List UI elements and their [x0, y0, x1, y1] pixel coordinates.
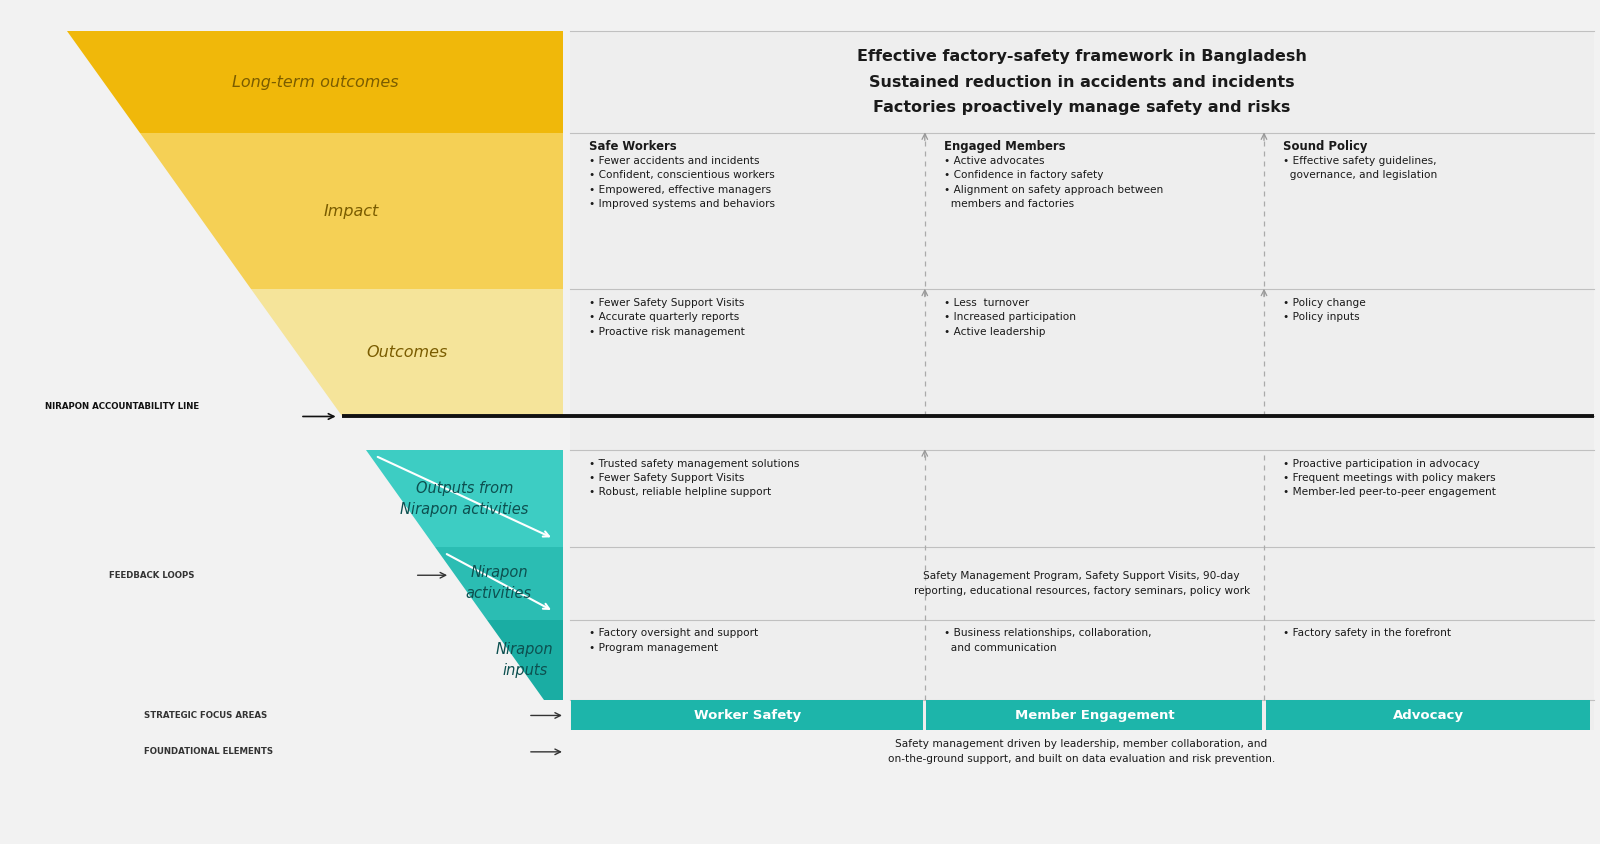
Text: • Effective safety guidelines,
  governance, and legislation: • Effective safety guidelines, governanc…	[1283, 156, 1437, 181]
Text: FOUNDATIONAL ELEMENTS: FOUNDATIONAL ELEMENTS	[144, 747, 274, 756]
Bar	[926, 701, 1262, 730]
Text: • Less  turnover
• Increased participation
• Active leadership: • Less turnover • Increased participatio…	[944, 298, 1075, 337]
Text: Safe Workers: Safe Workers	[589, 140, 677, 154]
Text: Safety Management Program, Safety Support Visits, 90-day
reporting, educational : Safety Management Program, Safety Suppor…	[914, 571, 1250, 596]
Polygon shape	[139, 133, 563, 289]
Bar	[570, 31, 1594, 730]
Text: Safety management driven by leadership, member collaboration, and
on-the-ground : Safety management driven by leadership, …	[888, 739, 1275, 765]
Text: Long-term outcomes: Long-term outcomes	[232, 74, 398, 89]
Bar	[1266, 701, 1590, 730]
Text: Nirapon
inputs: Nirapon inputs	[496, 642, 554, 679]
Text: • Business relationships, collaboration,
  and communication: • Business relationships, collaboration,…	[944, 629, 1152, 652]
Text: • Fewer accidents and incidents
• Confident, conscientious workers
• Empowered, : • Fewer accidents and incidents • Confid…	[589, 156, 774, 209]
Text: Advocacy: Advocacy	[1392, 709, 1464, 722]
Text: Member Engagement: Member Engagement	[1014, 709, 1174, 722]
Polygon shape	[486, 619, 563, 701]
Text: Worker Safety: Worker Safety	[694, 709, 800, 722]
Bar	[571, 701, 923, 730]
Text: Sound Policy: Sound Policy	[1283, 140, 1368, 154]
Text: Outcomes: Outcomes	[366, 345, 448, 360]
Polygon shape	[435, 547, 563, 619]
Polygon shape	[365, 450, 563, 547]
Text: • Policy change
• Policy inputs: • Policy change • Policy inputs	[1283, 298, 1366, 322]
Text: FEEDBACK LOOPS: FEEDBACK LOOPS	[109, 571, 194, 580]
Text: • Trusted safety management solutions
• Fewer Safety Support Visits
• Robust, re: • Trusted safety management solutions • …	[589, 458, 798, 497]
Polygon shape	[251, 289, 563, 416]
Text: NIRAPON ACCOUNTABILITY LINE: NIRAPON ACCOUNTABILITY LINE	[45, 403, 198, 412]
Polygon shape	[67, 31, 563, 133]
Text: • Active advocates
• Confidence in factory safety
• Alignment on safety approach: • Active advocates • Confidence in facto…	[944, 156, 1163, 209]
Text: • Factory oversight and support
• Program management: • Factory oversight and support • Progra…	[589, 629, 758, 652]
Text: Outputs from
Nirapon activities: Outputs from Nirapon activities	[400, 480, 528, 517]
Text: • Factory safety in the forefront: • Factory safety in the forefront	[1283, 629, 1451, 638]
Text: Engaged Members: Engaged Members	[944, 140, 1066, 154]
Text: Impact: Impact	[323, 204, 379, 219]
Text: Nirapon
activities: Nirapon activities	[466, 565, 533, 602]
Text: • Fewer Safety Support Visits
• Accurate quarterly reports
• Proactive risk mana: • Fewer Safety Support Visits • Accurate…	[589, 298, 744, 337]
Text: Effective factory-safety framework in Bangladesh
Sustained reduction in accident: Effective factory-safety framework in Ba…	[856, 49, 1307, 116]
Text: • Proactive participation in advocacy
• Frequent meetings with policy makers
• M: • Proactive participation in advocacy • …	[1283, 458, 1496, 497]
Text: STRATEGIC FOCUS AREAS: STRATEGIC FOCUS AREAS	[144, 711, 267, 720]
